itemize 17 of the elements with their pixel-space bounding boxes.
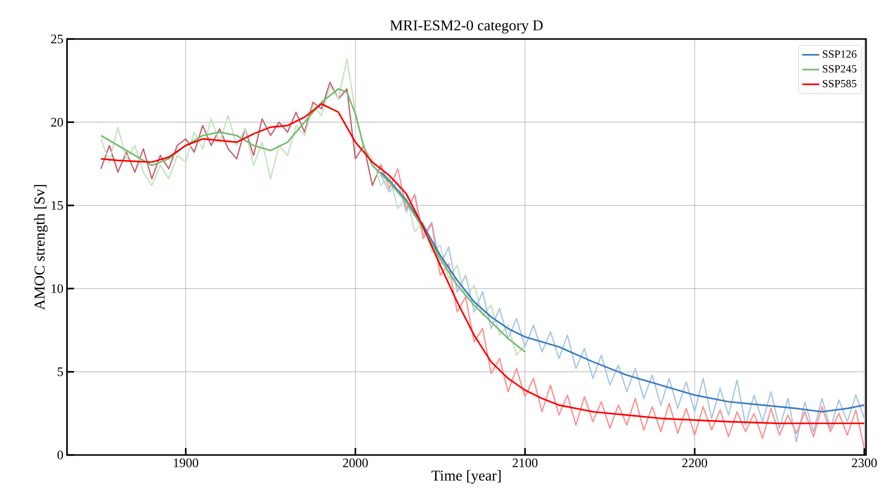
legend-label: SSP126 — [822, 50, 856, 58]
chart-title: MRI-ESM2-0 category D — [390, 20, 543, 34]
x-tick-label: 2300 — [852, 458, 877, 468]
legend-label: SSP585 — [822, 80, 856, 88]
x-tick-label: 2200 — [682, 458, 708, 468]
y-tick-label: 0 — [58, 450, 63, 460]
x-tick-label: 2100 — [512, 458, 538, 468]
legend-label: SSP245 — [822, 65, 856, 73]
y-axis-title: AMOC strength [Sv] — [34, 185, 48, 310]
y-tick-label: 25 — [51, 34, 63, 44]
x-tick-label: 2000 — [343, 458, 368, 468]
x-tick-label: 1900 — [174, 458, 198, 468]
y-tick-label: 5 — [58, 367, 63, 376]
y-tick-label: 20 — [51, 118, 63, 127]
y-tick-label: 10 — [52, 284, 63, 293]
y-tick-label: 15 — [52, 201, 63, 210]
x-axis-title: Time [year] — [432, 470, 501, 484]
